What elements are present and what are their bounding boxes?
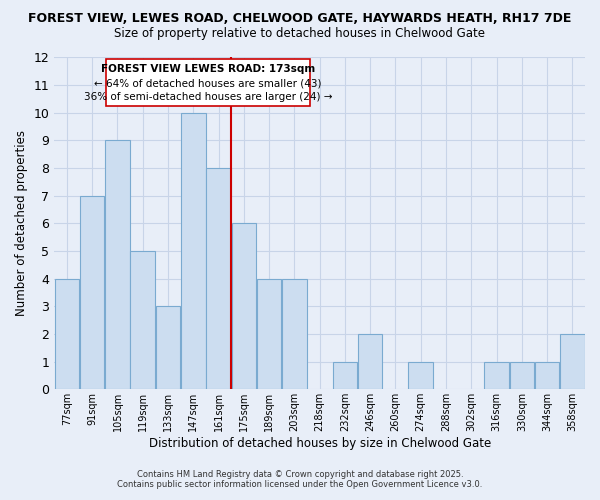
Bar [560,334,584,390]
Bar [55,278,79,390]
Bar [332,362,357,390]
Text: Contains HM Land Registry data © Crown copyright and database right 2025.
Contai: Contains HM Land Registry data © Crown c… [118,470,482,489]
Bar [509,362,534,390]
Y-axis label: Number of detached properties: Number of detached properties [15,130,28,316]
Bar [181,113,206,390]
Bar [232,224,256,390]
Bar [156,306,180,390]
Bar [358,334,382,390]
FancyBboxPatch shape [106,59,310,106]
Bar [409,362,433,390]
Bar [535,362,559,390]
Bar [206,168,231,390]
Bar [105,140,130,390]
Bar [130,251,155,390]
Text: ← 64% of detached houses are smaller (43): ← 64% of detached houses are smaller (43… [94,78,322,88]
Bar [282,278,307,390]
Bar [80,196,104,390]
X-axis label: Distribution of detached houses by size in Chelwood Gate: Distribution of detached houses by size … [149,437,491,450]
Bar [257,278,281,390]
Text: FOREST VIEW, LEWES ROAD, CHELWOOD GATE, HAYWARDS HEATH, RH17 7DE: FOREST VIEW, LEWES ROAD, CHELWOOD GATE, … [28,12,572,26]
Text: Size of property relative to detached houses in Chelwood Gate: Size of property relative to detached ho… [115,28,485,40]
Text: FOREST VIEW LEWES ROAD: 173sqm: FOREST VIEW LEWES ROAD: 173sqm [101,64,315,74]
Bar [484,362,509,390]
Text: 36% of semi-detached houses are larger (24) →: 36% of semi-detached houses are larger (… [83,92,332,102]
